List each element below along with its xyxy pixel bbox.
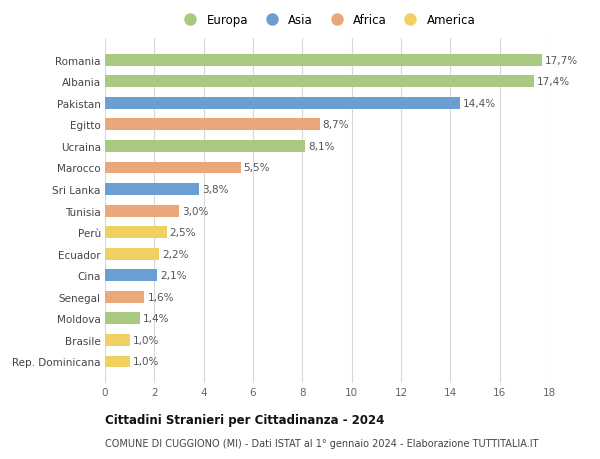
Text: 8,7%: 8,7%	[323, 120, 349, 130]
Bar	[105, 248, 159, 260]
Text: 1,4%: 1,4%	[142, 313, 169, 324]
Text: 2,1%: 2,1%	[160, 271, 186, 280]
Text: 2,2%: 2,2%	[162, 249, 189, 259]
Bar	[105, 313, 140, 325]
Text: 3,0%: 3,0%	[182, 206, 208, 216]
Text: Cittadini Stranieri per Cittadinanza - 2024: Cittadini Stranieri per Cittadinanza - 2…	[105, 413, 385, 426]
Bar	[105, 55, 542, 67]
Text: 2,5%: 2,5%	[170, 228, 196, 238]
Bar	[105, 334, 130, 346]
Text: 14,4%: 14,4%	[463, 99, 496, 109]
Text: COMUNE DI CUGGIONO (MI) - Dati ISTAT al 1° gennaio 2024 - Elaborazione TUTTITALI: COMUNE DI CUGGIONO (MI) - Dati ISTAT al …	[105, 438, 539, 448]
Text: 3,8%: 3,8%	[202, 185, 228, 195]
Bar	[105, 184, 199, 196]
Bar	[105, 76, 534, 88]
Bar	[105, 119, 320, 131]
Text: 1,0%: 1,0%	[133, 335, 159, 345]
Bar	[105, 270, 157, 281]
Legend: Europa, Asia, Africa, America: Europa, Asia, Africa, America	[178, 14, 476, 27]
Bar	[105, 205, 179, 217]
Text: 5,5%: 5,5%	[244, 163, 270, 173]
Bar	[105, 98, 460, 110]
Text: 17,7%: 17,7%	[545, 56, 578, 66]
Bar	[105, 141, 305, 152]
Bar	[105, 227, 167, 239]
Bar	[105, 162, 241, 174]
Text: 1,0%: 1,0%	[133, 357, 159, 367]
Bar	[105, 356, 130, 368]
Bar	[105, 291, 145, 303]
Text: 17,4%: 17,4%	[537, 77, 570, 87]
Text: 1,6%: 1,6%	[148, 292, 174, 302]
Text: 8,1%: 8,1%	[308, 142, 334, 151]
